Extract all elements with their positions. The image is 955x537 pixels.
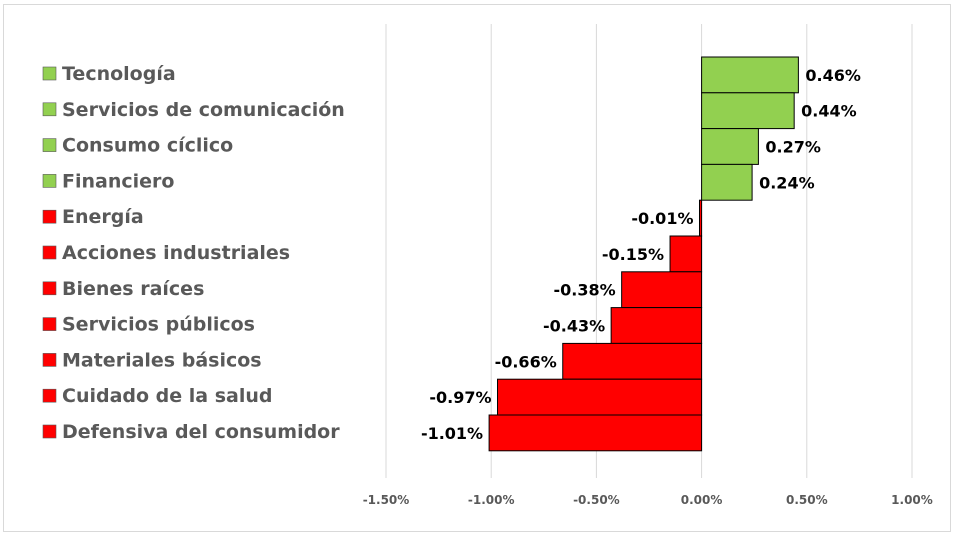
legend-label: Financiero <box>62 170 174 192</box>
value-label: 0.46% <box>805 66 861 85</box>
legend-label: Cuidado de la salud <box>62 385 273 407</box>
legend-swatch <box>42 209 57 224</box>
bar <box>701 56 799 94</box>
value-label: 0.24% <box>759 173 815 192</box>
legend-swatch <box>42 102 57 117</box>
bars <box>488 56 799 452</box>
tick-label: 0.50% <box>786 493 828 507</box>
bar <box>669 235 703 273</box>
legend-label: Tecnología <box>62 63 176 85</box>
bar <box>610 307 703 344</box>
value-label: 0.44% <box>801 102 857 121</box>
x-axis-ticks: -1.50% -1.00% -0.50% 0.00% 0.50% 1.00% <box>363 493 933 507</box>
legend-swatch <box>42 138 57 152</box>
bar <box>562 342 703 380</box>
value-label: -0.15% <box>602 245 664 264</box>
bar <box>488 414 703 452</box>
legend-label: Bienes raíces <box>62 278 204 300</box>
tick-label: 0.00% <box>681 493 723 507</box>
legend-label: Defensiva del consumidor <box>62 421 340 443</box>
bar <box>497 378 703 416</box>
tick-label: -0.50% <box>573 493 620 507</box>
bar <box>701 163 753 201</box>
value-label: 0.27% <box>765 138 821 157</box>
legend-label: Acciones industriales <box>62 242 290 264</box>
value-label: -0.01% <box>631 209 693 228</box>
value-label: -0.97% <box>429 388 491 407</box>
legend-swatch <box>42 245 57 260</box>
value-label: -1.01% <box>421 424 483 443</box>
value-label: -0.66% <box>495 352 557 371</box>
legend-label: Servicios públicos <box>62 314 255 336</box>
bar <box>698 199 703 237</box>
value-label: -0.43% <box>543 317 605 336</box>
bar <box>701 128 759 165</box>
gridlines <box>385 24 913 478</box>
tick-label: -1.00% <box>468 493 515 507</box>
legend-swatch <box>42 281 57 296</box>
legend-swatch <box>42 317 57 331</box>
legend-swatch <box>42 174 57 188</box>
legend-label: Materiales básicos <box>62 349 262 371</box>
value-label: -0.38% <box>553 281 615 300</box>
legend-swatch <box>42 353 57 367</box>
legend-label: Consumo cíclico <box>62 135 233 157</box>
bar <box>621 271 703 309</box>
tick-label: 1.00% <box>891 493 933 507</box>
legend-label: Energía <box>62 206 144 228</box>
value-labels: 0.46% 0.44% 0.27% 0.24% -0.01% -0.15% -0.38% -0… <box>421 66 861 443</box>
tick-label: -1.50% <box>363 493 410 507</box>
legend-swatch <box>42 66 57 81</box>
bar <box>701 92 795 130</box>
legend-label: Servicios de comunicación <box>62 99 345 121</box>
legend-swatch <box>42 388 57 403</box>
legend-swatch <box>42 424 57 439</box>
legend: Tecnología Servicios de comunicación Consu… <box>42 63 345 443</box>
